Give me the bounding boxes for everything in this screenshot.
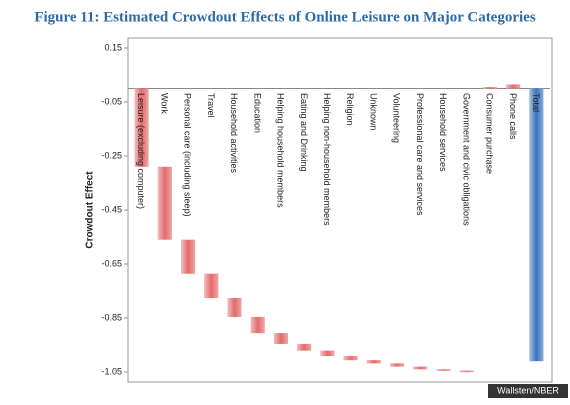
- bar-shine: [297, 343, 312, 351]
- category-label: Religion: [345, 93, 355, 126]
- y-tick-label: -0.25: [101, 150, 122, 160]
- category-label: Unknown: [368, 93, 378, 131]
- bar-shine: [436, 369, 451, 371]
- bar-shine: [390, 363, 405, 367]
- category-label: Volunteering: [392, 93, 402, 143]
- category-label: Helping non-household members: [322, 93, 332, 226]
- category-label: Household services: [438, 93, 448, 172]
- category-label: Consumer purchase: [485, 93, 495, 174]
- y-tick-label: -0.05: [101, 96, 122, 106]
- category-label: Education: [252, 93, 262, 133]
- bar-shine: [413, 366, 428, 370]
- bar-shine: [250, 316, 265, 334]
- category-label: Leisure (excluding computer): [136, 93, 146, 209]
- category-label: Household activities: [229, 93, 239, 174]
- bar-shine: [529, 88, 544, 362]
- credit-box: [488, 384, 568, 398]
- bar-shine: [273, 333, 288, 344]
- bar-shine: [366, 360, 381, 364]
- category-label: Personal care (including sleep): [183, 93, 193, 217]
- bar-shine: [320, 350, 335, 357]
- bar-shine: [506, 84, 521, 89]
- bar-shine: [459, 370, 474, 373]
- category-label: Eating and Drinking: [299, 93, 309, 172]
- category-label: Professional care and services: [415, 93, 425, 216]
- bar-shine: [482, 87, 497, 89]
- bar-shine: [181, 239, 196, 274]
- category-label: Phone calls: [508, 93, 518, 140]
- category-label: Total: [531, 93, 541, 112]
- chart-title: Figure 11: Estimated Crowdout Effects of…: [34, 9, 535, 25]
- credit: Wallsten/NBER: [497, 385, 559, 395]
- y-tick-label: -1.05: [101, 366, 122, 376]
- category-label: Work: [159, 93, 169, 114]
- category-label: Travel: [206, 93, 216, 118]
- bar-shine: [157, 166, 172, 240]
- bar-shine: [227, 298, 242, 317]
- y-tick-label: -0.45: [101, 204, 122, 214]
- category-label: Government and civic obligations: [461, 93, 471, 226]
- bar-shine: [134, 88, 149, 167]
- bar-shine: [204, 273, 219, 299]
- y-axis-label: Crowdout Effect: [85, 171, 96, 249]
- y-tick-label: 0.15: [104, 42, 122, 52]
- y-tick-label: -0.85: [101, 312, 122, 322]
- y-tick-label: -0.65: [101, 258, 122, 268]
- bar-shine: [343, 356, 358, 361]
- category-label: Helping household members: [276, 93, 286, 208]
